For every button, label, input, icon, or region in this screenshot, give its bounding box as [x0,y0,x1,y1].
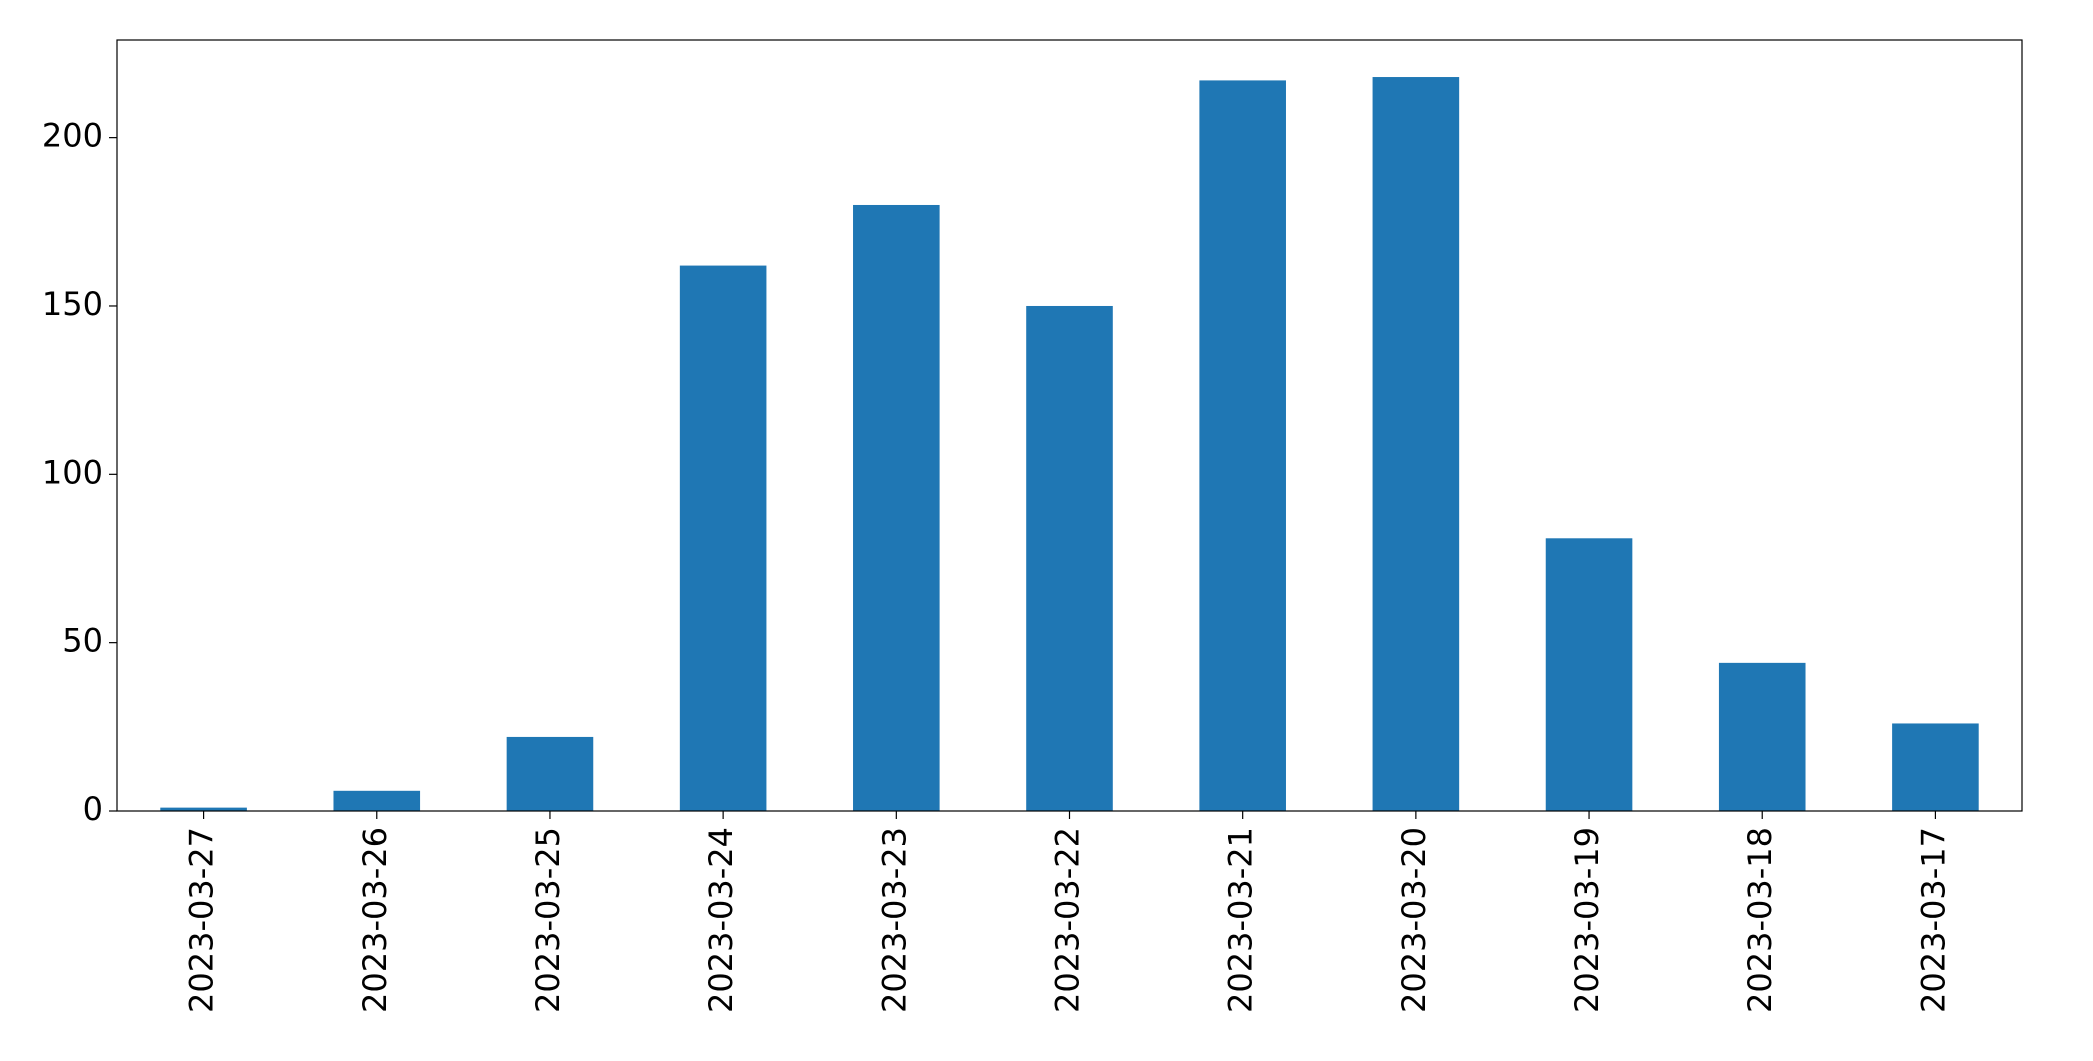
bar [679,265,767,811]
y-tick-label: 50 [62,622,103,660]
x-tick-label: 2023-03-18 [1741,827,1779,1013]
bar [853,204,940,811]
plot-frame [116,39,2023,812]
x-tick-label: 2023-03-17 [1914,827,1952,1013]
bar [506,736,594,811]
y-tick-label: 150 [42,285,103,323]
x-tick-label: 2023-03-20 [1395,827,1433,1013]
x-tick-label: 2023-03-19 [1568,827,1606,1013]
x-tick-label: 2023-03-26 [356,827,394,1013]
x-tick-label: 2023-03-27 [183,827,221,1013]
bar [1545,538,1633,811]
bar [1026,305,1113,811]
bar [333,790,421,811]
bar [1199,80,1286,812]
x-tick-label: 2023-03-22 [1049,827,1087,1013]
bar [1718,662,1806,811]
x-tick-label: 2023-03-21 [1222,827,1260,1013]
y-tick-label: 200 [42,117,103,155]
x-tick-label: 2023-03-23 [875,827,913,1013]
bar [1372,77,1460,812]
x-tick-label: 2023-03-25 [529,827,567,1013]
x-tick-label: 2023-03-24 [702,827,740,1013]
bar [160,807,247,811]
bar [1892,723,1979,811]
y-tick-label: 100 [42,453,103,491]
y-tick-label: 0 [83,790,103,828]
